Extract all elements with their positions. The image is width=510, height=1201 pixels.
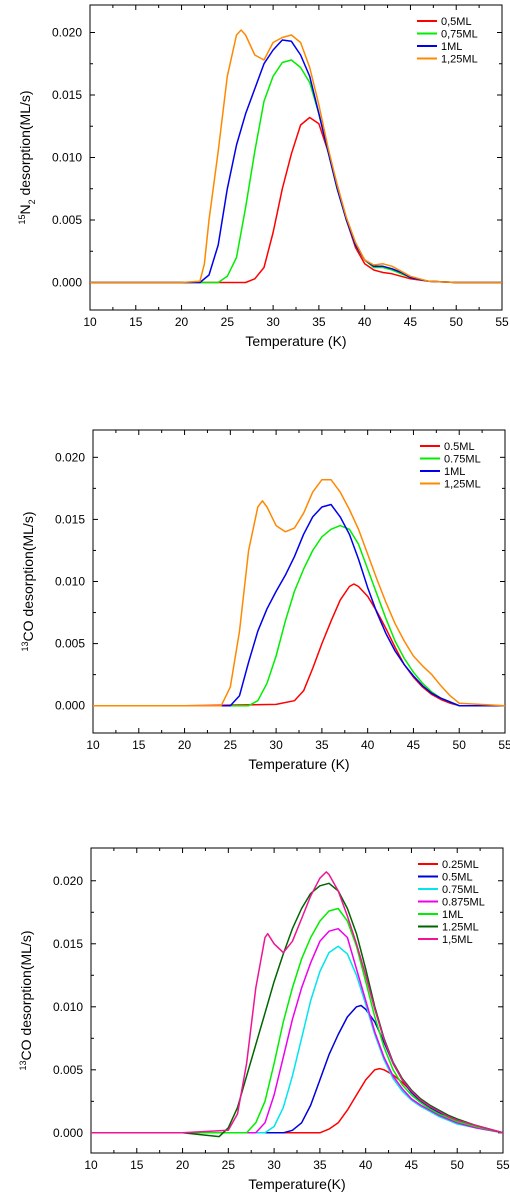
y-tick-label: 0.010 [52, 151, 82, 165]
y-tick-label: 0.000 [53, 1126, 83, 1140]
x-tick-label: 10 [83, 315, 97, 329]
x-tick-label: 40 [359, 1158, 373, 1172]
y-axis-title-part: CO desorption(ML/s) [20, 512, 36, 642]
y-tick-label: 0.010 [53, 1000, 83, 1014]
x-tick-label: 35 [315, 738, 329, 752]
chart-panel-1: 10 15 20 25 30 35 40 45 50 55 0.000 0.005 0.010 0.015… [17, 4, 509, 349]
y-axis-title: 13CO desorption(ML/s) [20, 512, 36, 652]
y-tick-label: 0.010 [55, 575, 85, 589]
x-tick-label: 30 [267, 1158, 281, 1172]
series-line-0-875ml [91, 927, 503, 1134]
x-tick-label: 50 [451, 1158, 465, 1172]
y-axis-title-part: 2 [27, 199, 37, 204]
y-tick-label: 0.000 [52, 276, 82, 290]
x-tick-label: 15 [132, 738, 146, 752]
chart-panel-2: 10 15 20 25 30 35 40 45 50 55 0.000 0.005 0.010 0.015… [20, 429, 510, 772]
y-tick-label: 0.015 [55, 512, 85, 526]
x-tick-label: 15 [130, 1158, 144, 1172]
series-line-0-5ml [90, 116, 502, 284]
legend-label: 0.5ML [444, 441, 475, 453]
series-line-1ml [93, 503, 505, 707]
x-axis-title: Temperature(K) [248, 1176, 345, 1192]
series-line-1-25ml [93, 478, 505, 707]
x-tick-label: 45 [407, 738, 421, 752]
y-tick-label: 0.005 [53, 1063, 83, 1077]
y-tick-label: 0.015 [52, 88, 82, 102]
legend-label: 1ML [442, 909, 463, 921]
y-tick-label: 0.000 [55, 699, 85, 713]
y-axis-title-part: 13 [20, 641, 30, 651]
x-tick-label: 35 [312, 315, 326, 329]
legend-label: 0,5ML [441, 16, 472, 28]
data-area [91, 871, 503, 1138]
x-tick-label: 45 [405, 1158, 419, 1172]
x-tick-label: 25 [224, 738, 238, 752]
legend-label: 0.75ML [442, 884, 479, 896]
legend-label: 0.75ML [444, 454, 481, 466]
series-line-1ml [90, 39, 502, 284]
y-axis-title: 13CO desorption(ML/s) [18, 931, 34, 1071]
x-tick-label: 20 [175, 315, 189, 329]
series-line-0-75ml [91, 945, 503, 1134]
y-tick-label: 0.015 [53, 937, 83, 951]
legend-label: 1ML [444, 466, 465, 478]
x-tick-label: 45 [404, 315, 418, 329]
legend-label: 1,25ML [444, 479, 481, 491]
y-axis-title-part: N [17, 204, 33, 214]
legend-label: 0,75ML [441, 29, 478, 41]
y-axis-title-part: 13 [18, 1060, 28, 1070]
x-tick-label: 55 [495, 315, 509, 329]
y-tick-label: 0.020 [52, 26, 82, 40]
legend-label: 1,25ML [441, 54, 478, 66]
x-tick-label: 15 [129, 315, 143, 329]
x-tick-label: 50 [450, 315, 464, 329]
y-tick-label: 0.005 [55, 637, 85, 651]
y-axis-title-part: desorption(ML/s) [17, 90, 33, 199]
x-tick-label: 20 [178, 738, 192, 752]
legend-label: 1ML [441, 41, 462, 53]
legend-label: 0.25ML [442, 859, 479, 871]
x-tick-label: 25 [222, 1158, 236, 1172]
series-line-0-75ml [90, 59, 502, 284]
y-tick-label: 0.020 [53, 874, 83, 888]
series-line-0-25ml [91, 1067, 503, 1134]
y-tick-label: 0.020 [55, 450, 85, 464]
series-line-1-25ml [90, 29, 502, 284]
x-tick-label: 40 [358, 315, 372, 329]
x-tick-label: 55 [498, 738, 510, 752]
legend-label: 1,5ML [442, 934, 473, 946]
x-tick-label: 30 [266, 315, 280, 329]
y-axis-title-part: CO desorption(ML/s) [18, 931, 34, 1061]
chart-panel-3: 10 15 20 25 30 35 40 45 50 55 0.000 0.005 0.010 0.015… [18, 847, 510, 1192]
legend-label: 0.875ML [442, 897, 485, 909]
legend-label: 0.5ML [442, 872, 473, 884]
x-axis-title: Temperature (K) [245, 333, 346, 349]
legend-label: 1.25ML [442, 922, 479, 934]
series-line-0-75ml [93, 524, 505, 707]
x-tick-label: 20 [176, 1158, 190, 1172]
x-tick-label: 30 [269, 738, 283, 752]
x-tick-label: 50 [453, 738, 467, 752]
y-axis-title: 15N2 desorption(ML/s) [17, 90, 37, 224]
series-line-1ml [91, 907, 503, 1134]
x-tick-label: 10 [86, 738, 100, 752]
x-tick-label: 55 [496, 1158, 510, 1172]
y-axis-title-part: 15 [17, 215, 27, 225]
series-line-0-5ml [93, 583, 505, 707]
x-tick-label: 40 [361, 738, 375, 752]
series-line-0-5ml [91, 1004, 503, 1134]
y-tick-label: 0.005 [52, 213, 82, 227]
series-line-1-5ml [91, 871, 503, 1134]
x-axis-title: Temperature (K) [248, 756, 349, 772]
x-tick-label: 10 [84, 1158, 98, 1172]
data-area [90, 29, 502, 284]
x-tick-label: 35 [313, 1158, 327, 1172]
x-tick-label: 25 [221, 315, 235, 329]
data-area [93, 478, 505, 707]
